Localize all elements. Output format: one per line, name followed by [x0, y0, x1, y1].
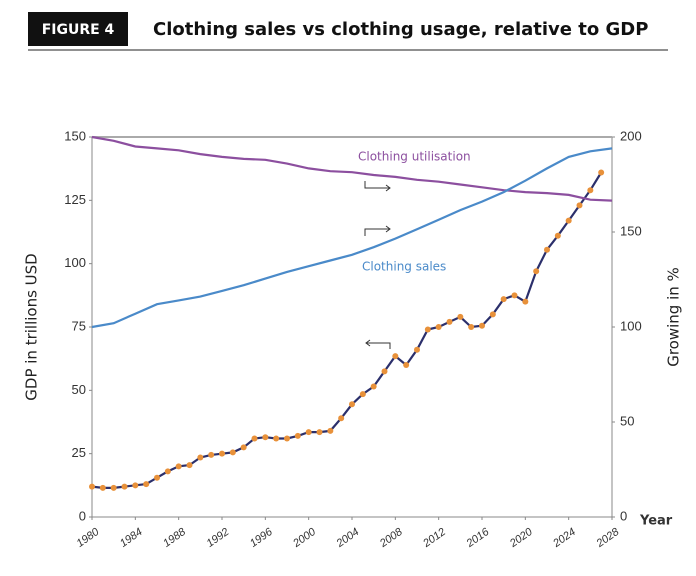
- point: [424, 326, 431, 333]
- point: [208, 451, 215, 458]
- y2-tick-label: 50: [620, 413, 634, 428]
- point: [554, 232, 561, 239]
- x-tick-label: 2000: [290, 526, 318, 551]
- x-tick-label: 2028: [594, 526, 622, 551]
- point: [587, 187, 594, 194]
- x-tick-label: 1980: [74, 526, 102, 550]
- series-line: [91, 147, 613, 329]
- x-tick-label: 2004: [334, 526, 362, 550]
- point: [143, 481, 150, 488]
- point: [175, 463, 182, 470]
- y-tick-label: 150: [64, 128, 86, 143]
- point: [349, 401, 355, 408]
- point: [468, 324, 475, 330]
- point: [370, 383, 377, 390]
- y-tick-label: 100: [64, 255, 86, 270]
- y2-tick-label: 200: [620, 128, 642, 143]
- point: [414, 346, 420, 353]
- y-tick-label: 0: [79, 508, 86, 523]
- arrows: [364, 181, 391, 349]
- series-line: [91, 171, 603, 489]
- y2-tick-label: 150: [620, 223, 642, 238]
- y-tick-label: 25: [72, 445, 86, 460]
- x-tick-label: 1988: [161, 526, 189, 550]
- x-axis-label: Year: [639, 514, 673, 529]
- point: [544, 246, 550, 253]
- point: [446, 318, 453, 325]
- x-tick-label: 1992: [204, 526, 231, 550]
- chart-title: Clothing sales vs clothing usage, relati…: [153, 19, 648, 40]
- point: [392, 353, 399, 360]
- x-tick-label: 2016: [464, 526, 492, 551]
- y2-tick-label: 0: [620, 508, 627, 523]
- series-label: Clothing utilisation: [358, 150, 471, 164]
- point: [489, 311, 496, 318]
- point: [565, 217, 572, 224]
- point: [219, 450, 225, 457]
- x-tick-label: 2024: [550, 526, 578, 550]
- point: [294, 432, 301, 439]
- point: [522, 298, 529, 305]
- point: [316, 429, 323, 436]
- x-tick-label: 2008: [377, 526, 405, 551]
- arrow: [364, 181, 391, 192]
- point: [500, 296, 507, 303]
- point: [121, 483, 128, 490]
- point: [598, 169, 605, 176]
- point: [381, 368, 388, 375]
- x-tick-label: 2020: [507, 526, 535, 551]
- y-tick-label: 125: [64, 192, 86, 207]
- arrow: [364, 225, 391, 236]
- point: [479, 322, 485, 329]
- point: [273, 435, 280, 442]
- point: [99, 484, 106, 491]
- point: [511, 292, 518, 299]
- y-tick-label: 75: [72, 318, 86, 333]
- x-tick-label: 1996: [248, 526, 276, 550]
- x-tick-label: 1984: [118, 526, 145, 550]
- y-axis-label: GDP in trillions USD: [23, 253, 41, 400]
- point: [186, 462, 193, 469]
- point: [251, 435, 258, 442]
- point: [89, 483, 95, 490]
- point: [110, 484, 117, 491]
- y-tick-label: 50: [72, 382, 86, 397]
- point: [457, 313, 464, 320]
- point: [164, 468, 171, 475]
- point: [359, 391, 366, 398]
- y2-tick-label: 100: [620, 318, 642, 333]
- series-line: [91, 135, 613, 202]
- point: [132, 482, 139, 489]
- point: [338, 415, 345, 422]
- point: [154, 474, 160, 481]
- point: [435, 324, 442, 330]
- point: [305, 429, 312, 436]
- figure-label-box: [28, 12, 128, 46]
- point: [403, 362, 410, 368]
- point: [327, 427, 334, 434]
- point: [284, 435, 290, 442]
- arrow: [365, 339, 391, 349]
- point: [262, 434, 269, 441]
- point: [576, 202, 583, 209]
- figure-label: FIGURE 4: [42, 22, 115, 38]
- y2-axis-label: Growing in %: [665, 267, 683, 367]
- point: [229, 449, 236, 456]
- point: [197, 454, 204, 461]
- x-tick-label: 2012: [420, 526, 448, 550]
- point: [533, 268, 540, 275]
- point: [240, 444, 247, 451]
- series-label: Clothing sales: [362, 260, 446, 274]
